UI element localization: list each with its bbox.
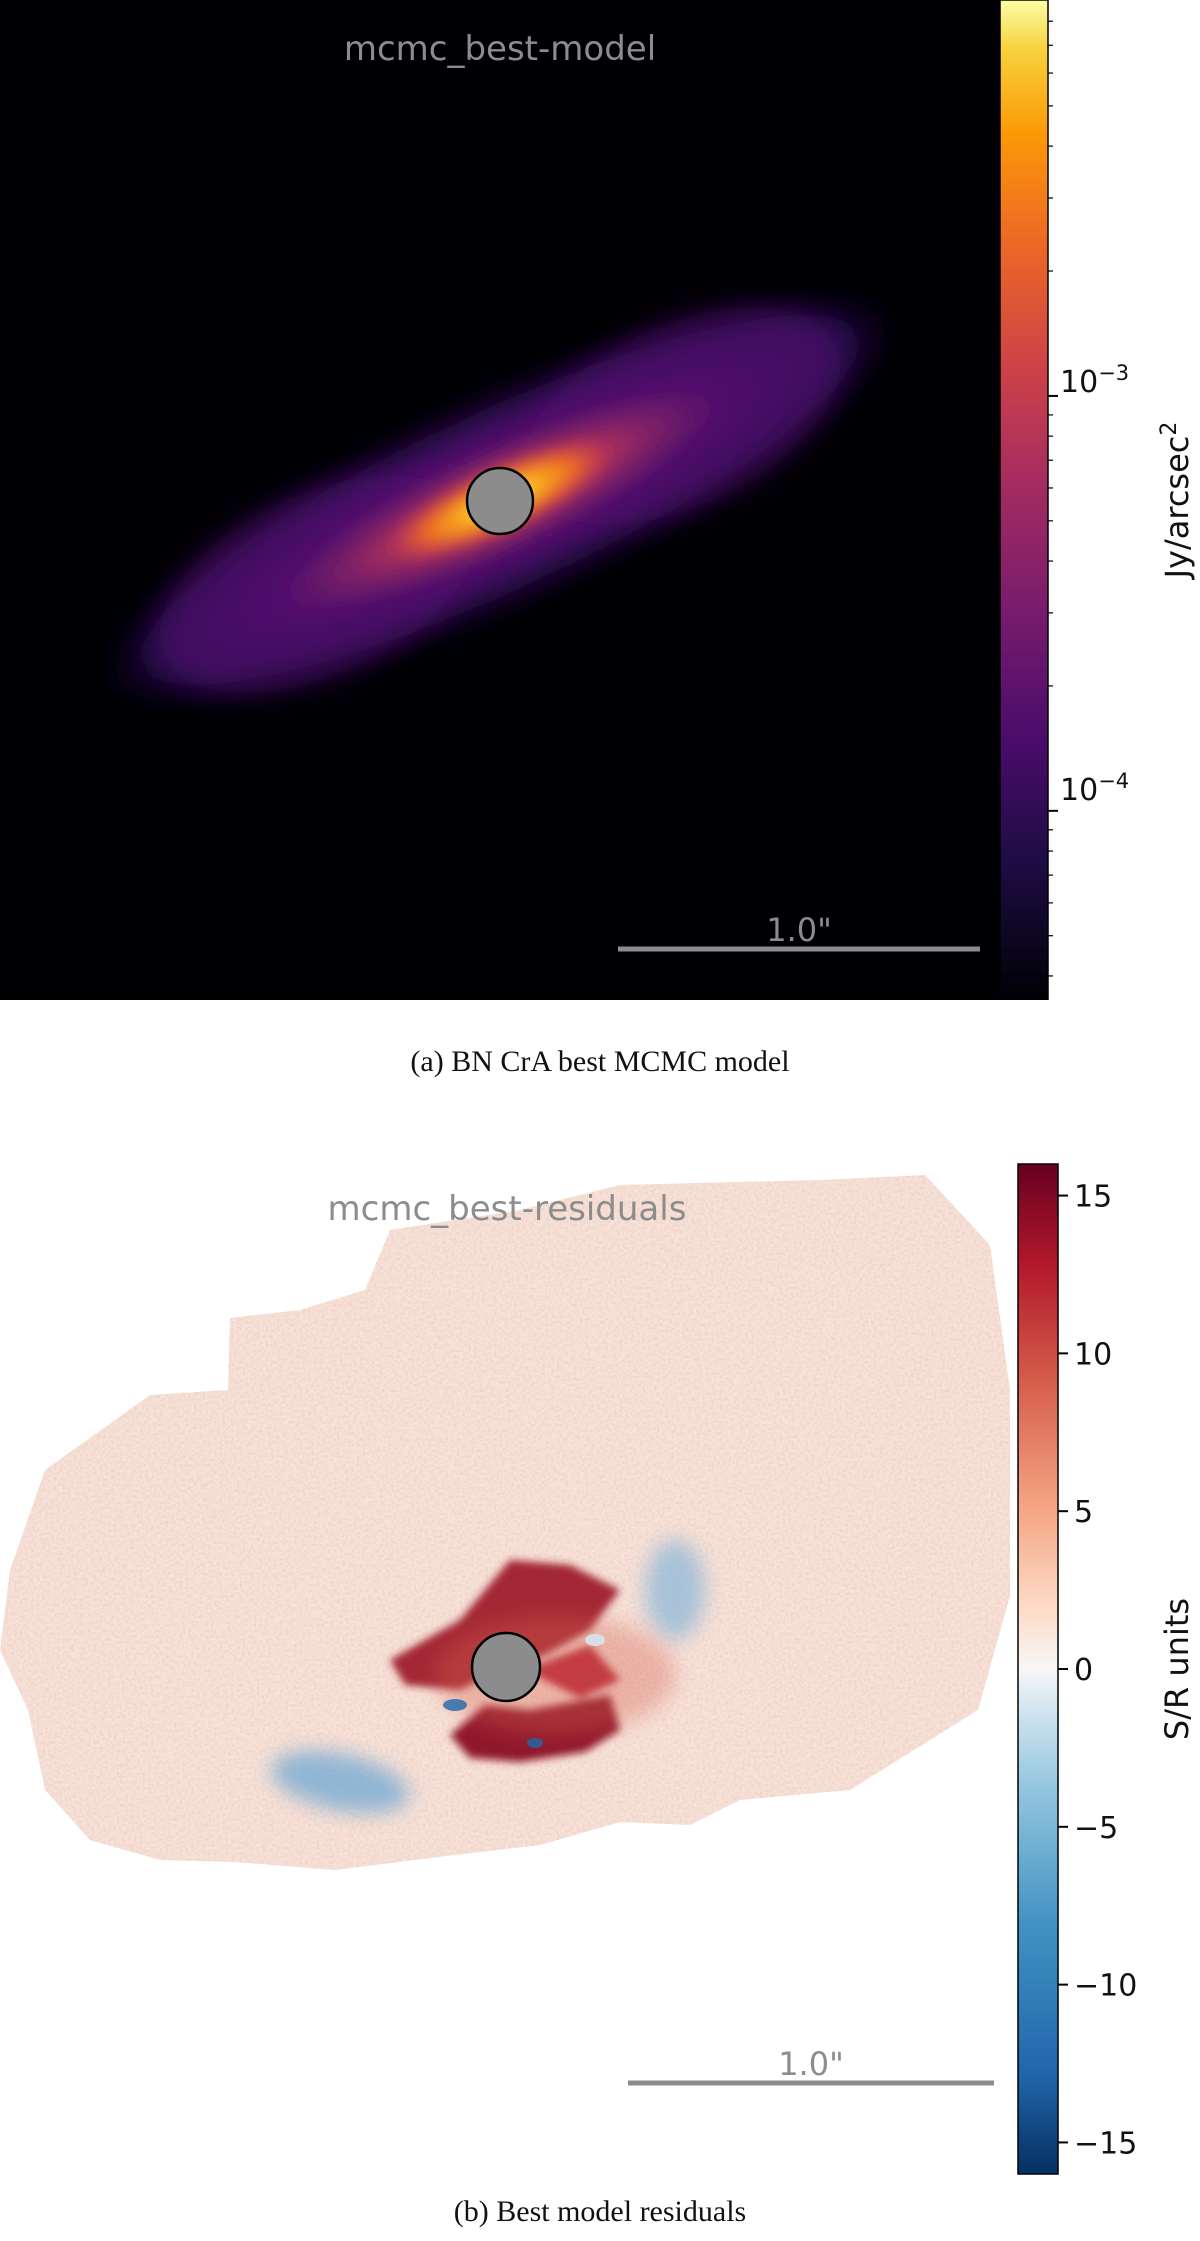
model-caption: (a) BN CrA best MCMC model: [410, 1045, 790, 1078]
model-figure: mcmc_best-model 1.0" 10−3 10−4 Jy/arcsec…: [0, 0, 1196, 1000]
model-colorbar-label: Jy/arcsec2: [1157, 422, 1196, 581]
svg-text:10−4: 10−4: [1060, 769, 1129, 808]
model-colorbar: [999, 0, 1049, 1000]
residuals-colorbar-tick-label: −10: [1074, 1969, 1137, 2004]
svg-text:S/R units: S/R units: [1158, 1598, 1196, 1740]
residuals-colorbar-tick-label: −15: [1074, 2126, 1137, 2161]
residuals-colorbar-tick-label: 15: [1074, 1180, 1112, 1215]
residuals-figure: mcmc_best-residuals 1.0" 151050−5−10−15 …: [0, 1163, 1196, 2175]
svg-text:Jy/arcsec2: Jy/arcsec2: [1157, 422, 1196, 581]
residuals-coronagraph-mask: [470, 1631, 542, 1703]
coronagraph-mask: [465, 466, 535, 536]
model-colorbar-tick-label-1: 10−3: [1060, 361, 1129, 400]
residuals-colorbar-tick-label: 0: [1074, 1653, 1093, 1688]
model-colorbar-ticks: [1048, 20, 1058, 977]
residuals-title: mcmc_best-residuals: [328, 1189, 687, 1229]
residuals-colorbar: [1017, 1163, 1059, 2175]
residuals-colorbar-label: S/R units: [1158, 1598, 1196, 1740]
residuals-colorbar-tick-label: −5: [1074, 1811, 1118, 1846]
residuals-colorbar-ticks: 15 10 5 0 −5 −10 −15: [1058, 1180, 1137, 2161]
residuals-colorbar-tick-label: 10: [1074, 1337, 1112, 1372]
residuals-caption: (b) Best model residuals: [453, 2195, 747, 2228]
svg-text:10−3: 10−3: [1060, 361, 1129, 400]
model-colorbar-tick-label-2: 10−4: [1060, 769, 1129, 808]
residuals-panel: mcmc_best-residuals 1.0" 15 10 5 0 −5 −10 −15 …: [0, 1150, 1200, 2180]
model-panel: mcmc_best-model 1.0" 10−3 10−4 Jy/arcsec…: [0, 0, 1200, 1000]
residuals-colorbar-tick-label: 5: [1074, 1495, 1093, 1530]
residuals-scale-bar-label: 1.0": [778, 2045, 844, 2083]
model-title: mcmc_best-model: [344, 29, 656, 69]
model-scale-bar-label: 1.0": [766, 911, 832, 949]
